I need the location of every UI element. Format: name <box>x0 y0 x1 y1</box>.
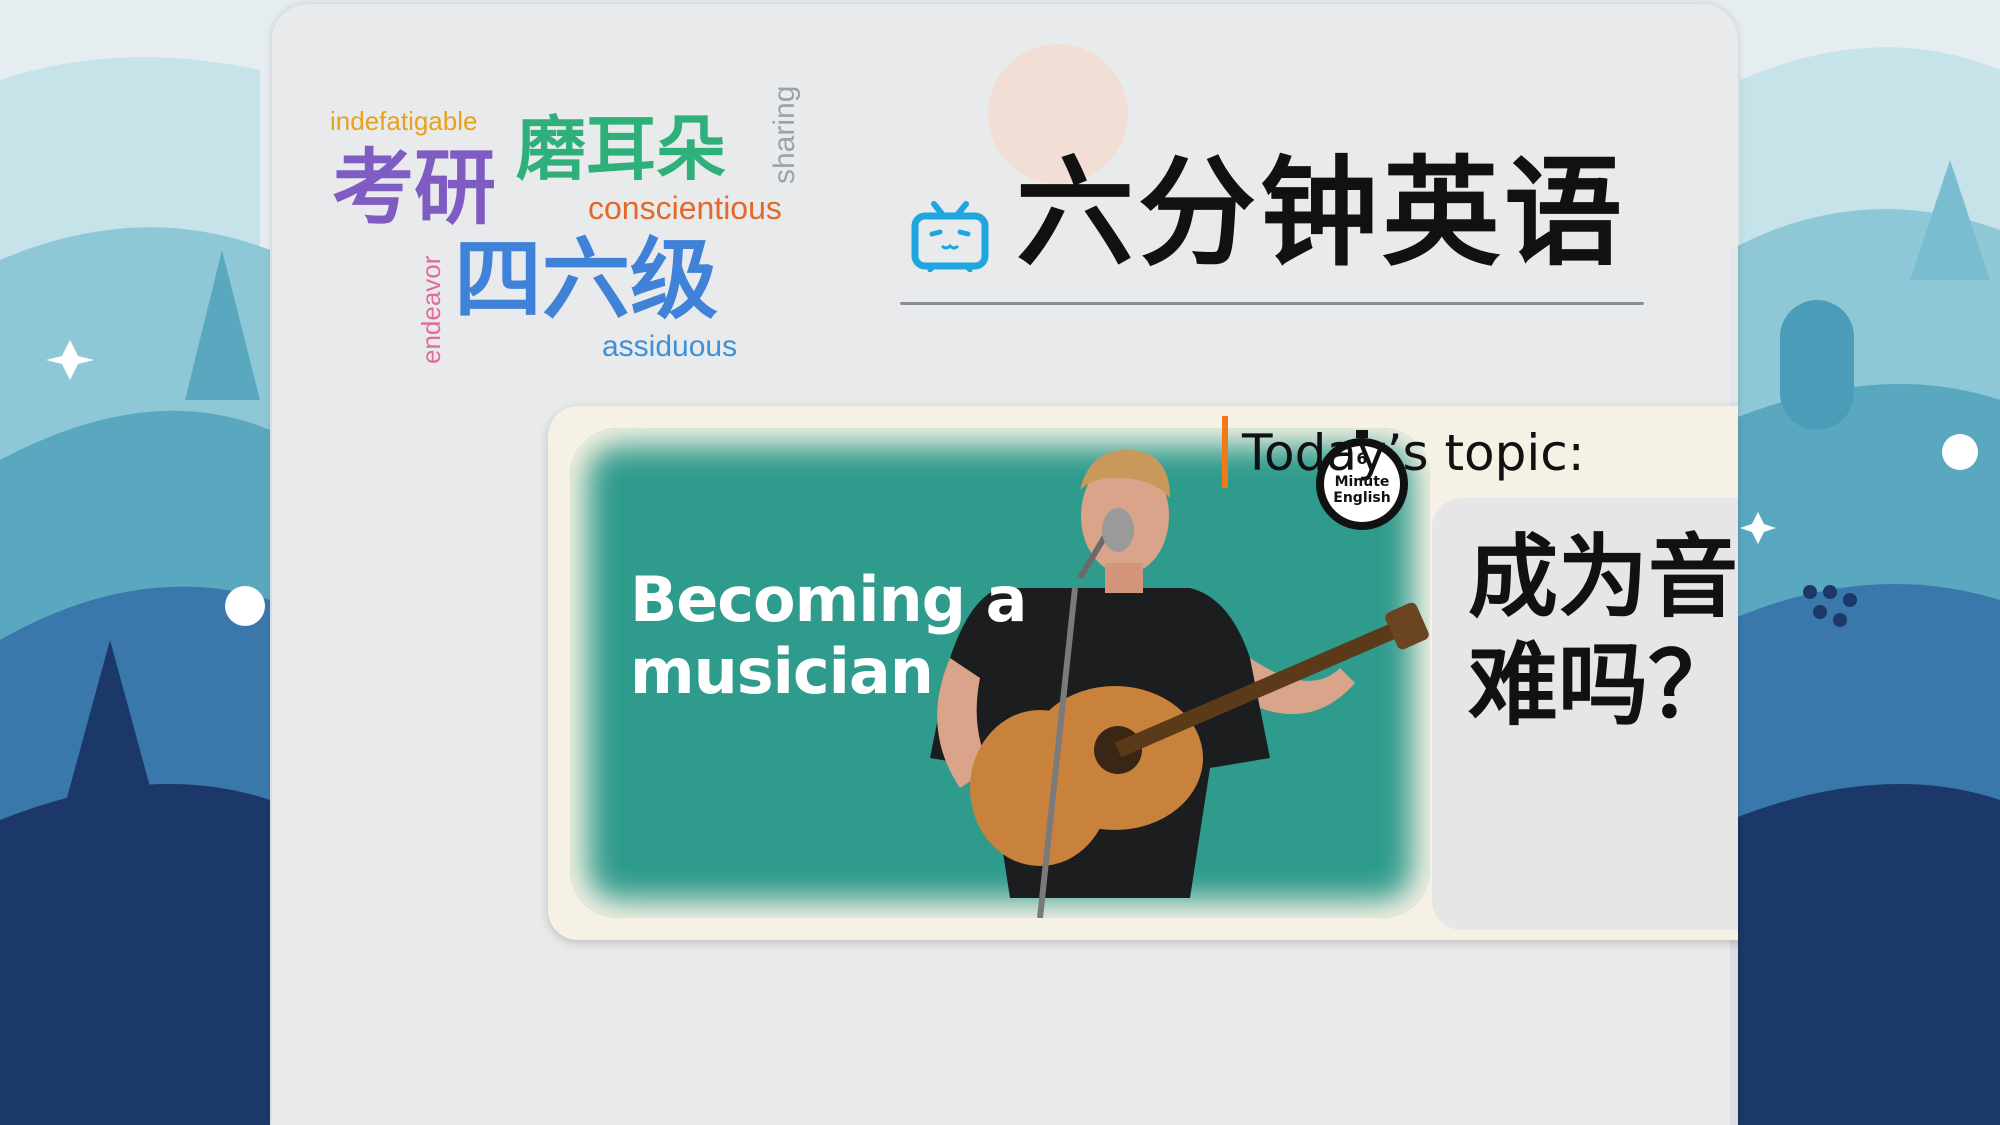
topic-box <box>1432 498 1738 930</box>
topic-line1: 成为音乐家 <box>1468 525 1738 630</box>
decorative-sun <box>988 44 1128 184</box>
wordcloud-endeavor: endeavor <box>416 255 446 364</box>
wordcloud-sharing: sharing <box>768 85 801 184</box>
topic-line2: 难吗？ <box>1468 633 1738 738</box>
wordcloud-conscientious: conscientious <box>588 190 782 226</box>
thumbnail-title-line2: musician <box>630 635 934 708</box>
wordcloud-assiduous: assiduous <box>602 330 738 363</box>
thumbnail-title: Becoming a musician <box>630 563 1027 708</box>
main-panel: indefatigable 磨耳朵 sharing 考研 conscientio… <box>272 4 1738 1125</box>
video-thumbnail[interactable]: 6 Minute English Becoming a musician <box>570 428 1430 918</box>
badge-line1: Minute <box>1335 474 1390 490</box>
wordcloud-siliuji: 四六级 <box>454 228 719 331</box>
wordcloud-kaoyan: 考研 <box>332 141 497 236</box>
page-title: 六分钟英语 <box>1016 144 1627 282</box>
topic-text: 成为音乐家 难吗？ <box>1468 524 1738 740</box>
wordcloud-moerduo: 磨耳朵 <box>516 108 726 190</box>
badge-line2: English <box>1333 490 1390 506</box>
wordcloud-indefatigable: indefatigable <box>330 106 478 136</box>
thumbnail-title-line1: Becoming a <box>630 563 1027 636</box>
topic-accent-bar <box>1222 416 1228 488</box>
badge-number: 6 <box>1356 449 1367 468</box>
musician-illustration: 6 Minute English <box>930 430 1429 918</box>
topic-label: Today’s topic: <box>1242 424 1585 482</box>
title-underline <box>900 302 1644 305</box>
bilibili-tv-icon <box>911 201 989 272</box>
